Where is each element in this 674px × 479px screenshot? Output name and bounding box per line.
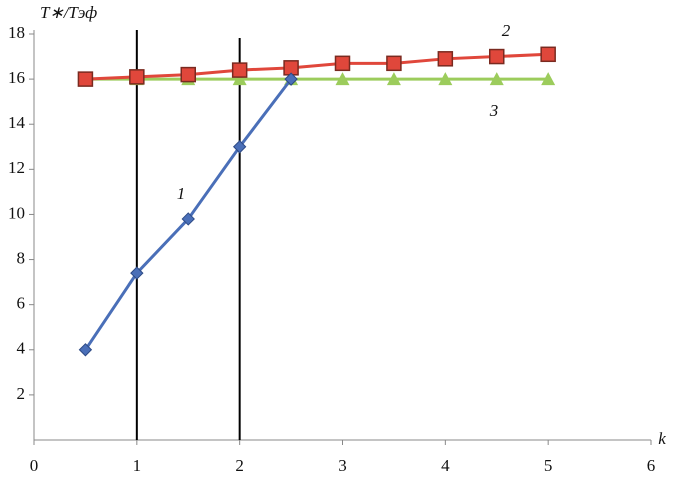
x-tick-label: 1: [133, 456, 142, 475]
y-tick-label: 18: [8, 23, 25, 42]
marker: [541, 72, 556, 86]
marker: [232, 72, 247, 86]
series-line: [85, 52, 549, 81]
marker: [335, 72, 350, 86]
marker: [489, 72, 504, 86]
y-tick-label: 14: [8, 113, 26, 132]
marker: [540, 46, 556, 63]
marker: [386, 55, 402, 72]
x-axis-label: k: [658, 429, 666, 448]
x-tick-label: 2: [235, 456, 244, 475]
y-tick-label: 8: [17, 248, 26, 267]
marker: [181, 212, 195, 226]
x-tick-label: 3: [338, 456, 347, 475]
marker: [130, 266, 144, 280]
y-tick-label: 10: [8, 203, 25, 222]
y-tick-label: 12: [8, 158, 25, 177]
y-axis-label: T∗/Tэф: [40, 3, 97, 22]
marker: [438, 72, 453, 86]
marker: [180, 66, 196, 83]
y-tick-label: 4: [17, 339, 26, 358]
marker: [489, 48, 505, 65]
series-label: 3: [489, 101, 499, 120]
marker: [334, 55, 351, 72]
marker: [284, 72, 298, 86]
y-tick-label: 2: [17, 384, 26, 403]
x-tick-label: 5: [544, 456, 553, 475]
marker: [78, 343, 93, 357]
marker: [129, 69, 145, 85]
x-tick-label: 4: [441, 456, 450, 475]
series-label: 2: [502, 21, 511, 40]
marker: [232, 140, 247, 154]
x-tick-label: 6: [647, 456, 656, 475]
marker: [77, 71, 94, 87]
marker: [386, 72, 401, 86]
series-label: 1: [177, 184, 186, 203]
y-tick-label: 16: [8, 68, 25, 87]
marker: [231, 62, 248, 78]
marker: [437, 51, 454, 67]
y-tick-label: 6: [17, 294, 26, 313]
x-tick-label: 0: [30, 456, 39, 475]
